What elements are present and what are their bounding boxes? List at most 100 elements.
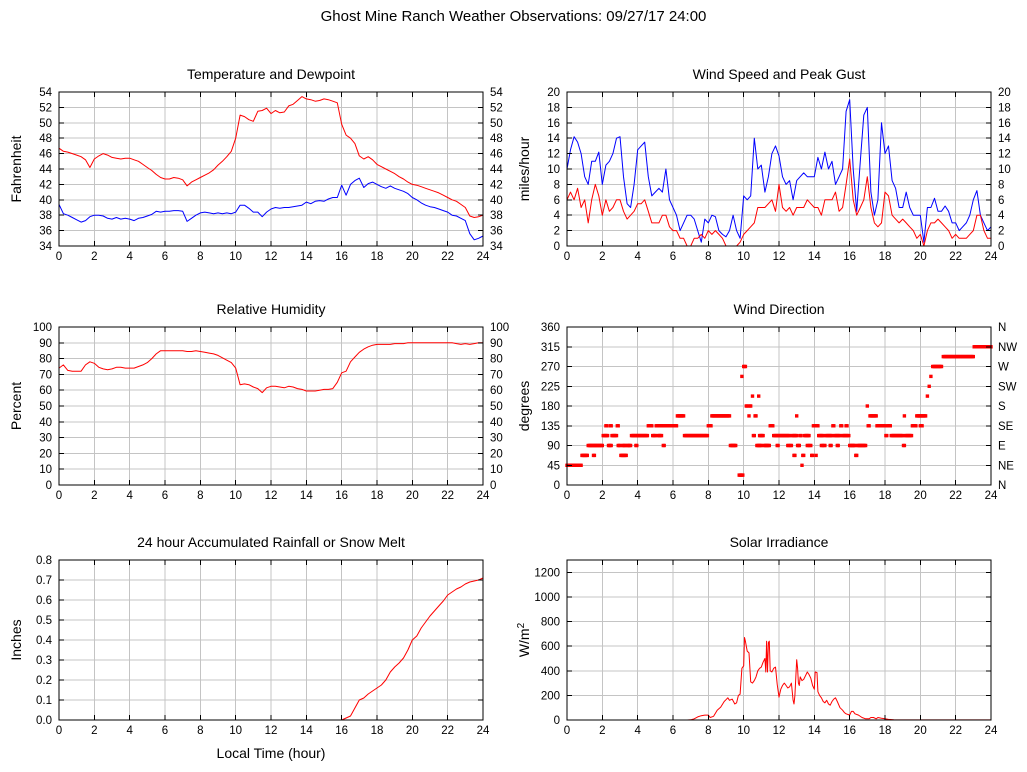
svg-text:14: 14: [998, 133, 1011, 145]
svg-text:14: 14: [808, 251, 821, 263]
svg-text:10: 10: [998, 164, 1011, 176]
svg-text:48: 48: [490, 133, 503, 145]
svg-text:0: 0: [56, 725, 62, 737]
svg-text:8: 8: [705, 725, 711, 737]
svg-text:315: 315: [541, 342, 560, 354]
svg-text:1000: 1000: [534, 592, 560, 604]
chart-relative-humidity: 0 2 4 6 8 10 12 14 16 18 20 22 240102030405060708090…: [8, 301, 509, 502]
svg-text:22: 22: [441, 725, 454, 737]
svg-text:360: 360: [541, 322, 560, 334]
svg-text:4: 4: [998, 210, 1005, 222]
svg-text:8: 8: [197, 490, 203, 502]
svg-text:20: 20: [406, 490, 419, 502]
svg-text:50: 50: [490, 118, 503, 130]
svg-text:1200: 1200: [534, 567, 560, 579]
svg-text:0: 0: [564, 251, 570, 263]
svg-text:22: 22: [441, 490, 454, 502]
svg-text:2: 2: [599, 725, 605, 737]
svg-text:14: 14: [300, 725, 313, 737]
svg-text:18: 18: [879, 251, 892, 263]
svg-text:50: 50: [39, 401, 52, 413]
svg-text:60: 60: [39, 385, 52, 397]
svg-text:14: 14: [547, 133, 560, 145]
svg-text:0: 0: [554, 715, 560, 727]
y-axis-label: Fahrenheit: [8, 135, 24, 202]
svg-text:4: 4: [126, 490, 133, 502]
peak-gust-line: [566, 99, 992, 243]
svg-text:12: 12: [773, 251, 786, 263]
svg-text:0.4: 0.4: [36, 635, 53, 647]
svg-text:20: 20: [547, 87, 560, 99]
svg-text:8: 8: [197, 725, 203, 737]
axis-tick-labels: 0 2 4 6 8 10 12 14 16 18 20 22 240.00.10.20.30.40.50…: [36, 555, 490, 737]
y-axis-label: W/m2: [516, 622, 532, 657]
svg-text:40: 40: [490, 195, 503, 207]
svg-text:50: 50: [490, 401, 503, 413]
svg-text:100: 100: [33, 322, 52, 334]
svg-text:400: 400: [541, 666, 560, 678]
svg-text:0: 0: [56, 490, 62, 502]
wind-direction-points: [565, 345, 993, 477]
svg-text:2: 2: [998, 226, 1004, 238]
grid: [566, 326, 992, 486]
svg-text:18: 18: [879, 725, 892, 737]
svg-text:20: 20: [39, 448, 52, 460]
chart-title: Wind Speed and Peak Gust: [693, 66, 866, 82]
svg-text:100: 100: [490, 322, 509, 334]
svg-text:2: 2: [91, 251, 97, 263]
svg-text:0.1: 0.1: [36, 695, 52, 707]
svg-text:0: 0: [554, 241, 560, 253]
chart-title: Solar Irradiance: [730, 534, 829, 550]
svg-text:8: 8: [705, 490, 711, 502]
svg-text:34: 34: [39, 241, 52, 253]
svg-text:60: 60: [490, 385, 503, 397]
svg-text:10: 10: [229, 251, 242, 263]
svg-text:10: 10: [737, 490, 750, 502]
svg-text:10: 10: [39, 464, 52, 476]
svg-text:0: 0: [490, 480, 496, 492]
tick-marks: [58, 559, 484, 721]
svg-text:6: 6: [162, 251, 168, 263]
svg-text:50: 50: [39, 118, 52, 130]
grid: [58, 326, 484, 486]
chart-title: 24 hour Accumulated Rainfall or Snow Mel…: [137, 534, 405, 550]
svg-text:22: 22: [949, 251, 962, 263]
svg-text:0: 0: [998, 241, 1004, 253]
svg-text:16: 16: [998, 118, 1011, 130]
svg-text:80: 80: [490, 354, 503, 366]
svg-text:8: 8: [705, 251, 711, 263]
svg-text:18: 18: [547, 102, 560, 114]
svg-text:270: 270: [541, 362, 560, 374]
svg-text:6: 6: [670, 251, 676, 263]
svg-text:14: 14: [808, 490, 821, 502]
svg-text:18: 18: [998, 102, 1011, 114]
svg-text:38: 38: [39, 210, 52, 222]
chart-wind-direction: 0 2 4 6 8 10 12 14 16 18 20 22 240459013518022527031…: [516, 301, 1017, 502]
svg-text:SE: SE: [998, 421, 1014, 433]
svg-text:20: 20: [914, 725, 927, 737]
svg-text:2: 2: [91, 490, 97, 502]
svg-text:0.0: 0.0: [36, 715, 52, 727]
svg-text:18: 18: [371, 251, 384, 263]
svg-text:45: 45: [547, 460, 560, 472]
svg-text:22: 22: [441, 251, 454, 263]
svg-text:22: 22: [949, 490, 962, 502]
svg-text:0: 0: [564, 725, 570, 737]
chart-solar-irradiance: 0 2 4 6 8 10 12 14 16 18 20 22 240200400600800100012…: [516, 534, 998, 737]
svg-text:12: 12: [773, 490, 786, 502]
svg-text:8: 8: [197, 251, 203, 263]
svg-text:30: 30: [39, 433, 52, 445]
svg-text:20: 20: [998, 87, 1011, 99]
y-axis-label: Inches: [8, 619, 24, 660]
svg-text:N: N: [998, 480, 1006, 492]
svg-text:70: 70: [39, 369, 52, 381]
svg-text:2: 2: [599, 490, 605, 502]
svg-text:20: 20: [914, 251, 927, 263]
y-axis-label: miles/hour: [516, 136, 532, 201]
svg-text:12: 12: [773, 725, 786, 737]
grid: [58, 559, 484, 721]
svg-text:4: 4: [634, 725, 641, 737]
svg-text:4: 4: [634, 490, 641, 502]
svg-text:24: 24: [985, 490, 998, 502]
svg-text:N: N: [998, 322, 1006, 334]
